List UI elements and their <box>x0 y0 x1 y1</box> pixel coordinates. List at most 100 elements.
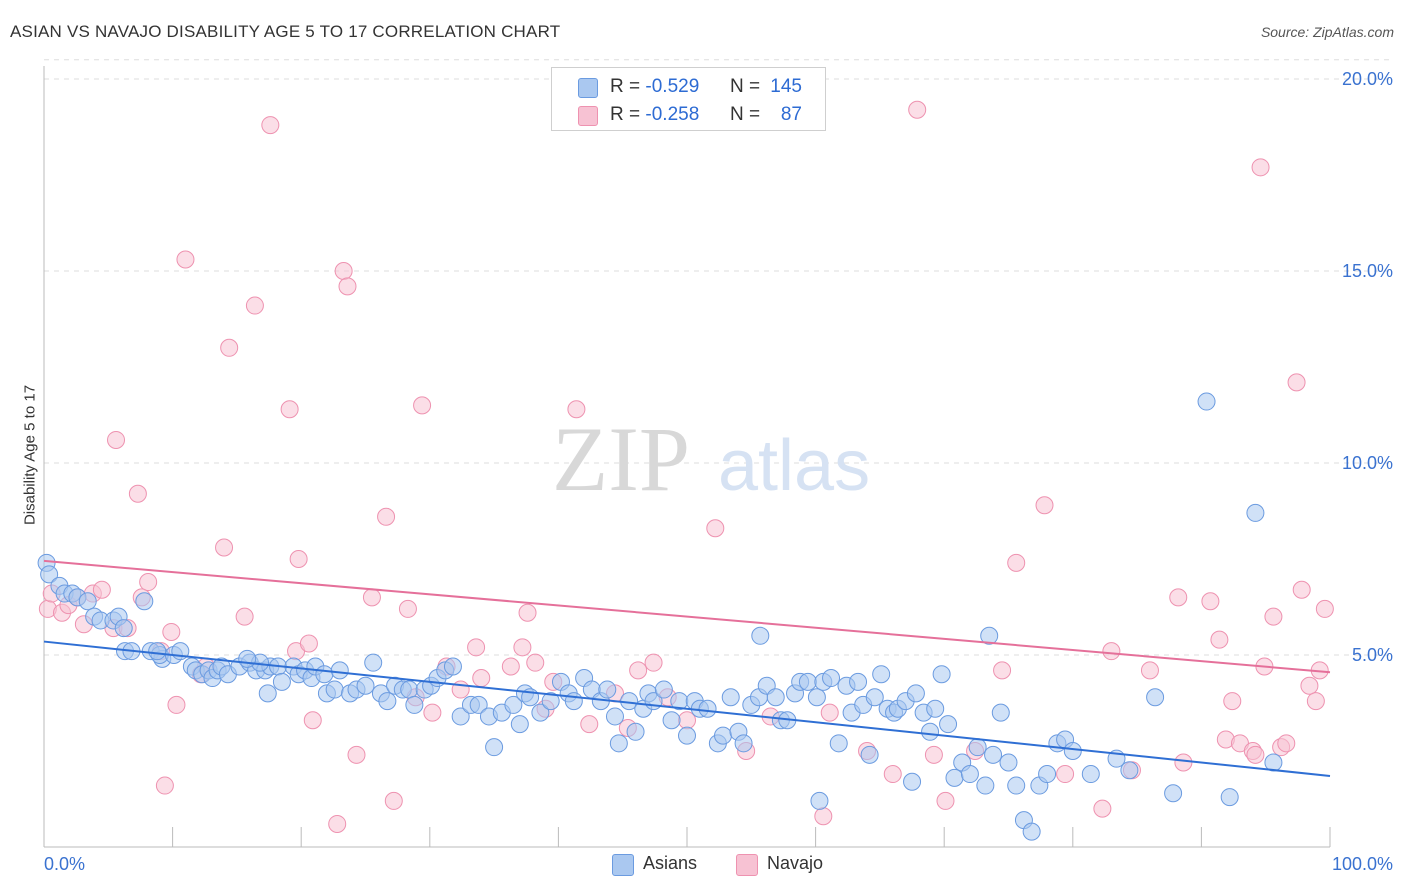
asians-point <box>1007 776 1026 795</box>
asians-point <box>598 680 617 699</box>
asians-point <box>1022 822 1041 841</box>
navajo-point <box>936 791 955 810</box>
asians-point <box>148 642 167 661</box>
x-tick-label: 0.0% <box>44 854 85 874</box>
navajo-point <box>1264 607 1283 626</box>
y-tick-label: 10.0% <box>1342 453 1393 473</box>
navajo-point <box>377 507 396 526</box>
asians-point <box>510 715 529 734</box>
navajo-point <box>1210 630 1229 649</box>
asians-point <box>807 688 826 707</box>
asians-swatch <box>578 78 598 98</box>
asians-point <box>945 768 964 787</box>
navajo-swatch <box>578 106 598 126</box>
asians-point <box>698 699 717 718</box>
watermark-atlas: atlas <box>718 426 870 506</box>
asians-point <box>721 688 740 707</box>
asians-point <box>364 653 383 672</box>
navajo-n-value: 87 <box>780 104 802 125</box>
navajo-point <box>334 262 353 280</box>
asians-point <box>903 772 922 791</box>
navajo-r-value: -0.258 <box>645 104 700 125</box>
navajo-point <box>629 661 648 680</box>
asians-point <box>734 734 753 753</box>
navajo-point <box>220 338 239 357</box>
navajo-point <box>328 814 347 833</box>
navajo-point <box>303 711 322 730</box>
asians-point <box>939 715 958 734</box>
asians-point <box>451 707 470 726</box>
navajo-point <box>1300 676 1319 695</box>
asians-point <box>272 672 291 691</box>
navajo-point <box>580 715 599 734</box>
asians-point <box>960 765 979 784</box>
navajo-point <box>993 661 1012 680</box>
navajo-point <box>155 776 174 795</box>
navajo-point <box>908 100 927 119</box>
asians-point <box>356 676 375 695</box>
navajo-point <box>245 296 264 315</box>
asians-point <box>238 649 257 668</box>
asians-point <box>798 672 817 691</box>
asians-point <box>872 665 891 684</box>
navajo-point <box>299 634 318 653</box>
asians-point <box>766 688 785 707</box>
asians-point <box>822 669 841 688</box>
navajo-point <box>92 580 111 599</box>
asians-point <box>968 738 987 757</box>
asians-trend-line <box>43 640 1331 777</box>
navajo-point <box>1251 158 1270 177</box>
navajo-point <box>280 400 299 419</box>
navajo-point <box>706 519 725 538</box>
asians-point <box>504 695 523 714</box>
navajo-point <box>1174 753 1193 772</box>
correlation-legend: R = -0.529 N = 145 R = -0.258 N = 87 <box>551 67 826 131</box>
asians-point <box>1164 784 1183 803</box>
x-tick-label: 100.0% <box>1332 854 1393 874</box>
navajo-point <box>1007 553 1026 572</box>
navajo-point <box>518 603 537 622</box>
navajo-point <box>107 430 126 449</box>
asians-point <box>1081 765 1100 784</box>
asians-point <box>469 695 488 714</box>
navajo-point <box>1315 599 1334 618</box>
navajo-point <box>1102 642 1121 661</box>
navajo-point <box>820 703 839 722</box>
asians-point <box>662 711 681 730</box>
navajo-point <box>1277 734 1296 753</box>
asians-point <box>443 657 462 676</box>
navajo-point <box>501 657 520 676</box>
watermark-zip: ZIP <box>552 408 690 510</box>
navajo-point <box>644 653 663 672</box>
asians-point <box>714 726 733 745</box>
asians-point <box>751 626 770 645</box>
navajo-point <box>1035 496 1054 515</box>
asians-point <box>378 692 397 711</box>
navajo-point <box>413 396 432 415</box>
navajo-point <box>162 622 181 641</box>
asians-point <box>114 619 133 638</box>
asians-point <box>991 703 1010 722</box>
navajo-point <box>384 791 403 810</box>
navajo-point <box>467 638 486 657</box>
asians-legend-label: Asians <box>643 853 698 873</box>
navajo-point <box>1223 692 1242 711</box>
asians-point <box>865 688 884 707</box>
axes <box>43 66 1331 848</box>
navajo-point <box>1246 745 1265 764</box>
n-label: N = <box>730 76 761 97</box>
asians-point <box>330 661 349 680</box>
navajo-point <box>1056 765 1075 784</box>
y-tick-label: 20.0% <box>1342 69 1393 89</box>
navajo-point <box>289 550 308 568</box>
navajo-point <box>1287 373 1306 392</box>
navajo-trend-line <box>43 559 1331 674</box>
asians-point <box>78 592 97 611</box>
asians-point <box>921 722 940 741</box>
navajo-point <box>814 807 833 826</box>
legend-row-navajo: R = -0.258 N = 87 <box>552 100 825 130</box>
asians-point <box>626 722 645 741</box>
asians-point <box>564 692 583 711</box>
asians-point <box>1063 742 1082 760</box>
navajo-legend-swatch <box>736 854 758 876</box>
